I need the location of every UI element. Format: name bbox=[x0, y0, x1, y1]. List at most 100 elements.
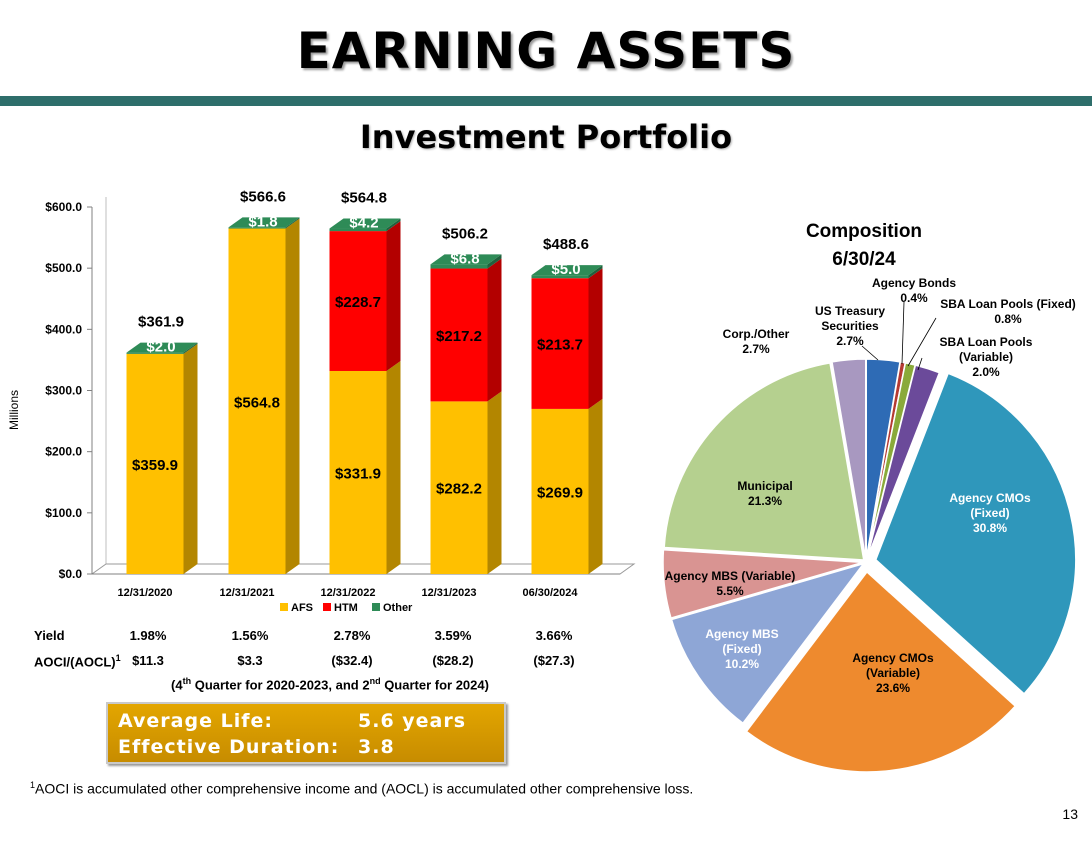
y-tick-label: $0.0 bbox=[59, 567, 83, 581]
data-label-other: $2.0 bbox=[146, 339, 175, 356]
bar-other-side bbox=[487, 254, 502, 269]
aoci-value: ($27.3) bbox=[533, 653, 575, 668]
total-label: $361.9 bbox=[138, 314, 184, 331]
pie-label: Agency CMOs (Variable) 23.6% bbox=[852, 651, 934, 695]
aoci-value: $11.3 bbox=[132, 653, 164, 668]
yield-label: Yield bbox=[34, 628, 65, 643]
bar-afs-side bbox=[285, 218, 300, 574]
bar-htm-side bbox=[386, 221, 401, 371]
x-tick-label: 12/31/2021 bbox=[219, 587, 274, 599]
leader-line bbox=[917, 357, 923, 371]
x-tick-label: 12/31/2020 bbox=[117, 587, 172, 599]
data-label-htm: $217.2 bbox=[436, 328, 482, 345]
aoci-value: $3.3 bbox=[237, 653, 263, 668]
bar-other-side bbox=[588, 265, 603, 279]
pie-label: SBA Loan Pools (Variable) 2.0% bbox=[940, 335, 1033, 379]
aoci-label: AOCI/(AOCL)1 bbox=[34, 653, 121, 670]
y-tick-label: $200.0 bbox=[45, 445, 82, 459]
section-subtitle: Investment Portfolio bbox=[359, 118, 733, 156]
bar-top bbox=[531, 265, 603, 276]
bar-htm-front bbox=[329, 231, 387, 371]
pie-slice bbox=[874, 372, 1077, 695]
bar-afs-side bbox=[487, 391, 502, 574]
bar-afs-side bbox=[386, 360, 401, 574]
yield-value: 1.98% bbox=[129, 628, 167, 643]
x-tick-label: 06/30/2024 bbox=[522, 587, 578, 599]
bar-top bbox=[430, 254, 502, 265]
bar-top bbox=[126, 342, 198, 353]
total-label: $488.6 bbox=[543, 236, 589, 253]
y-tick-label: $100.0 bbox=[45, 506, 82, 520]
x-tick-label: 12/31/2023 bbox=[421, 587, 476, 599]
data-label-afs: $564.8 bbox=[234, 394, 280, 411]
bar-htm-side bbox=[588, 268, 603, 409]
quarter-note: (4th Quarter for 2020-2023, and 2nd Quar… bbox=[171, 676, 489, 693]
bar-afs-side bbox=[588, 398, 603, 574]
footnote: 1AOCI is accumulated other comprehensive… bbox=[30, 780, 694, 797]
y-tick-label: $400.0 bbox=[45, 322, 82, 336]
legend-label-other: Other bbox=[383, 602, 413, 614]
legend-swatch-other bbox=[372, 603, 380, 611]
yield-value: 2.78% bbox=[333, 628, 371, 643]
aoci-value: ($32.4) bbox=[331, 653, 373, 668]
bar-afs-front bbox=[126, 353, 184, 574]
y-tick-label: $300.0 bbox=[45, 384, 82, 398]
leader-line bbox=[861, 345, 879, 361]
duration-summary-box: Average Life: 5.6 years Effective Durati… bbox=[106, 702, 506, 764]
bar-afs-front bbox=[430, 401, 488, 574]
bar-other-front bbox=[126, 352, 184, 354]
x-tick-label: 12/31/2022 bbox=[320, 587, 375, 599]
pie-label: Municipal 21.3% bbox=[737, 479, 792, 508]
data-label-other: $1.8 bbox=[248, 213, 277, 230]
bar-htm-front bbox=[430, 268, 488, 402]
title-divider bbox=[0, 96, 1092, 106]
bar-afs-front bbox=[329, 370, 387, 574]
leader-line bbox=[901, 301, 905, 365]
total-label: $506.2 bbox=[442, 225, 488, 242]
data-label-other: $6.8 bbox=[450, 250, 479, 267]
pie-slice bbox=[663, 361, 865, 561]
pie-chart: Composition 6/30/24 US Treasury Securities 2… bbox=[662, 221, 1077, 773]
bar-afs-front bbox=[228, 228, 286, 574]
pie-title: Composition bbox=[806, 221, 922, 242]
bar-top bbox=[228, 217, 300, 228]
pie-slice bbox=[745, 570, 1017, 773]
pie-slice bbox=[831, 358, 867, 560]
leader-line bbox=[907, 317, 937, 367]
data-label-afs: $282.2 bbox=[436, 481, 482, 498]
bar-htm-side bbox=[487, 258, 502, 402]
legend-swatch-htm bbox=[323, 603, 331, 611]
yield-value: 3.59% bbox=[434, 628, 472, 643]
bar-afs-side bbox=[183, 343, 198, 574]
bar-top bbox=[329, 218, 401, 229]
bar-other-front bbox=[531, 275, 589, 279]
pie-label: Agency MBS (Fixed) 10.2% bbox=[705, 627, 778, 671]
bar-other-front bbox=[430, 264, 488, 269]
bar-other-side bbox=[285, 217, 300, 229]
bar-other-front bbox=[228, 227, 286, 229]
yield-value: 3.66% bbox=[535, 628, 573, 643]
pie-slice bbox=[662, 548, 864, 620]
data-label-htm: $213.7 bbox=[537, 337, 583, 354]
data-label-afs: $359.9 bbox=[132, 457, 178, 474]
data-label-other: $5.0 bbox=[551, 261, 580, 278]
bar-other-side bbox=[386, 218, 401, 232]
yield-value: 1.56% bbox=[231, 628, 269, 643]
legend-label-htm: HTM bbox=[334, 602, 358, 614]
total-label: $566.6 bbox=[240, 188, 286, 205]
pie-label: Corp./Other 2.7% bbox=[723, 327, 790, 356]
duration-value: 3.8 bbox=[358, 736, 395, 758]
total-label: $564.8 bbox=[341, 190, 387, 207]
data-label-htm: $228.7 bbox=[335, 294, 381, 311]
duration-label: Effective Duration: bbox=[118, 736, 340, 758]
avg-life-label: Average Life: bbox=[118, 710, 273, 732]
page-title: EARNING ASSETS bbox=[296, 22, 796, 80]
avg-life-value: 5.6 years bbox=[358, 710, 467, 732]
bar-afs-front bbox=[531, 408, 589, 574]
bar-other-front bbox=[329, 228, 387, 232]
pie-label: Agency Bonds 0.4% bbox=[872, 276, 956, 305]
pie-slice bbox=[866, 364, 941, 560]
bar-chart: $0.0 $100.0 $200.0 $300.0 $400.0 $500.0 $600.0… bbox=[7, 188, 636, 614]
pie-label: US Treasury Securities 2.7% bbox=[815, 304, 885, 348]
bar-htm-front bbox=[531, 278, 589, 409]
